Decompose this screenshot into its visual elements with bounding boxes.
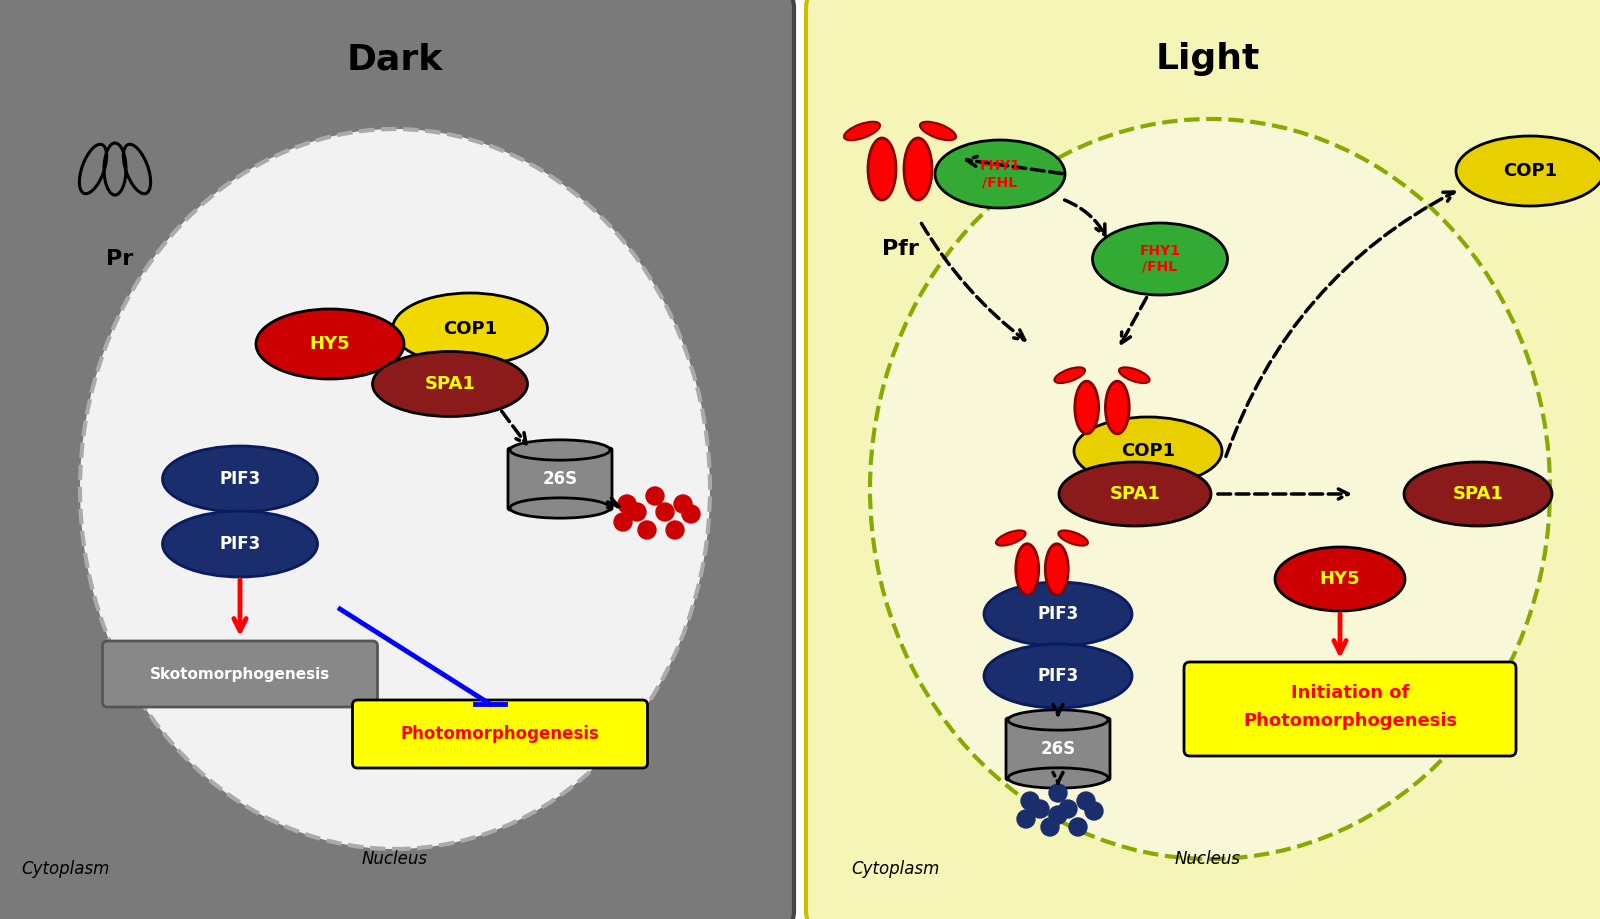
Circle shape <box>1059 800 1077 818</box>
Text: SPA1: SPA1 <box>1109 485 1160 503</box>
Circle shape <box>666 521 685 539</box>
Ellipse shape <box>392 293 547 365</box>
Text: 26S: 26S <box>1040 740 1075 758</box>
Ellipse shape <box>867 138 896 200</box>
Circle shape <box>1021 792 1038 810</box>
Text: Dark: Dark <box>347 42 443 76</box>
Circle shape <box>1077 792 1094 810</box>
Circle shape <box>1050 806 1067 824</box>
Ellipse shape <box>163 446 317 512</box>
Ellipse shape <box>1456 136 1600 206</box>
Text: PIF3: PIF3 <box>1037 667 1078 685</box>
Text: SPA1: SPA1 <box>424 375 475 393</box>
Ellipse shape <box>984 582 1133 646</box>
Ellipse shape <box>1008 709 1107 731</box>
Text: Pr: Pr <box>106 249 134 269</box>
Ellipse shape <box>1058 530 1088 546</box>
FancyBboxPatch shape <box>10 10 774 909</box>
FancyBboxPatch shape <box>1006 718 1110 780</box>
Ellipse shape <box>163 511 317 577</box>
Text: Cytoplasm: Cytoplasm <box>21 860 109 878</box>
Circle shape <box>618 495 637 513</box>
Text: Photomorphogenesis: Photomorphogenesis <box>1243 712 1458 730</box>
Circle shape <box>638 521 656 539</box>
Ellipse shape <box>1054 368 1085 383</box>
Ellipse shape <box>870 119 1550 859</box>
Ellipse shape <box>510 498 610 518</box>
Ellipse shape <box>510 440 610 460</box>
Text: 26S: 26S <box>542 470 578 488</box>
Ellipse shape <box>1016 544 1038 595</box>
Circle shape <box>682 505 701 523</box>
FancyBboxPatch shape <box>0 0 794 919</box>
FancyBboxPatch shape <box>0 0 786 919</box>
Text: HY5: HY5 <box>1320 570 1360 588</box>
Circle shape <box>656 503 674 521</box>
Circle shape <box>646 487 664 505</box>
Text: /FHL: /FHL <box>982 175 1018 189</box>
Text: SPA1: SPA1 <box>1453 485 1504 503</box>
Ellipse shape <box>80 129 710 849</box>
FancyBboxPatch shape <box>6 6 778 913</box>
FancyBboxPatch shape <box>0 0 794 919</box>
FancyBboxPatch shape <box>0 0 790 919</box>
Ellipse shape <box>843 121 880 141</box>
FancyBboxPatch shape <box>352 700 648 768</box>
Ellipse shape <box>373 351 528 416</box>
Text: FHY1: FHY1 <box>1139 244 1181 258</box>
Text: Cytoplasm: Cytoplasm <box>851 860 939 878</box>
Circle shape <box>614 513 632 531</box>
Text: Nucleus: Nucleus <box>1174 850 1242 868</box>
FancyBboxPatch shape <box>2 2 782 917</box>
Ellipse shape <box>934 140 1066 208</box>
Ellipse shape <box>1106 381 1130 434</box>
FancyBboxPatch shape <box>102 641 378 707</box>
Circle shape <box>1018 810 1035 828</box>
Ellipse shape <box>997 530 1026 546</box>
Text: PIF3: PIF3 <box>219 535 261 553</box>
Ellipse shape <box>1275 547 1405 611</box>
Circle shape <box>1042 818 1059 836</box>
Ellipse shape <box>904 138 931 200</box>
Circle shape <box>627 503 646 521</box>
FancyBboxPatch shape <box>806 0 1600 919</box>
Text: PIF3: PIF3 <box>219 470 261 488</box>
Text: COP1: COP1 <box>1122 442 1174 460</box>
Circle shape <box>1050 784 1067 802</box>
Text: Nucleus: Nucleus <box>362 850 429 868</box>
Ellipse shape <box>1045 544 1069 595</box>
Text: /FHL: /FHL <box>1142 260 1178 274</box>
Ellipse shape <box>1074 417 1222 485</box>
Ellipse shape <box>1059 462 1211 526</box>
Circle shape <box>674 495 691 513</box>
Ellipse shape <box>920 121 957 141</box>
Circle shape <box>1085 802 1102 820</box>
Text: Light: Light <box>1155 42 1261 76</box>
Ellipse shape <box>1008 768 1107 789</box>
Ellipse shape <box>1075 381 1099 434</box>
Ellipse shape <box>1093 223 1227 295</box>
Text: Photomorphogenesis: Photomorphogenesis <box>400 725 600 743</box>
Text: HY5: HY5 <box>310 335 350 353</box>
FancyBboxPatch shape <box>509 448 611 510</box>
Text: Pfr: Pfr <box>882 239 918 259</box>
Ellipse shape <box>1405 462 1552 526</box>
Ellipse shape <box>1118 368 1150 383</box>
FancyBboxPatch shape <box>1184 662 1517 756</box>
Circle shape <box>1030 800 1050 818</box>
Text: Initiation of: Initiation of <box>1291 684 1410 702</box>
Text: COP1: COP1 <box>443 320 498 338</box>
Ellipse shape <box>256 309 403 379</box>
Text: COP1: COP1 <box>1502 162 1557 180</box>
Ellipse shape <box>984 644 1133 708</box>
Text: FHY1: FHY1 <box>979 159 1021 173</box>
Text: PIF3: PIF3 <box>1037 605 1078 623</box>
Text: Skotomorphogenesis: Skotomorphogenesis <box>150 666 330 682</box>
Circle shape <box>1069 818 1086 836</box>
